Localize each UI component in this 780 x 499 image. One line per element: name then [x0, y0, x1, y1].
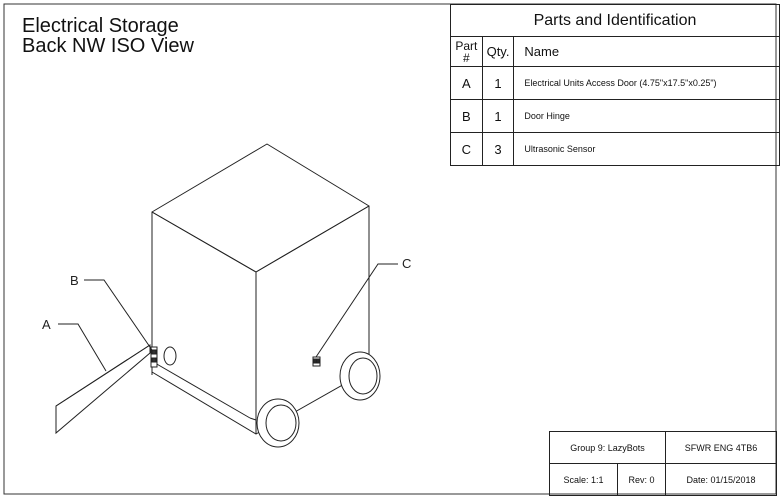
access-opening-edge: [154, 362, 251, 419]
callout-b-leader: [84, 279, 153, 351]
revision-label: Rev: 0: [617, 463, 666, 496]
callout-c: C: [402, 256, 411, 271]
box-left-face: [151, 211, 257, 435]
wheel-tire: [256, 398, 300, 448]
table-row: B 1 Door Hinge: [450, 99, 780, 133]
row-part: A: [450, 66, 483, 100]
table-row: C 3 Ultrasonic Sensor: [450, 132, 780, 166]
wheel-hub: [265, 404, 297, 442]
hinge-knuckle: [151, 349, 157, 355]
hinge-plate: [150, 346, 158, 368]
storage-box: [151, 143, 370, 435]
wheel-hub: [348, 357, 378, 395]
hinge-knuckle: [151, 357, 157, 363]
row-qty: 1: [481, 99, 515, 133]
door-panel: [55, 344, 151, 435]
sensor-element: [313, 358, 317, 364]
header-part: Part #: [450, 36, 483, 67]
front-wheel: [256, 398, 300, 448]
door-edge: [55, 344, 151, 407]
sheet-border: [3, 3, 777, 495]
drawing-title: Electrical Storage Back NW ISO View: [22, 16, 194, 56]
inner-wheel: [163, 346, 177, 366]
access-door: [55, 344, 151, 435]
row-name: Ultrasonic Sensor: [513, 132, 780, 166]
row-name: Electrical Units Access Door (4.75"x17.5…: [513, 66, 780, 100]
header-name: Name: [513, 36, 780, 67]
wheel-tire: [339, 351, 381, 401]
title-line-1: Electrical Storage: [22, 15, 179, 37]
course-code: SFWR ENG 4TB6: [665, 431, 777, 464]
scale-label: Scale: 1:1: [549, 463, 618, 496]
header-qty: Qty.: [481, 36, 515, 67]
door-hinge: [150, 346, 158, 368]
access-opening-edge: [249, 417, 257, 421]
callout-b: B: [70, 273, 79, 288]
title-info-block: Group 9: LazyBots SFWR ENG 4TB6 Scale: 1…: [549, 431, 777, 496]
row-qty: 3: [481, 132, 515, 166]
callout-a: A: [42, 317, 51, 332]
group-name: Group 9: LazyBots: [549, 431, 666, 464]
table-row: A 1 Electrical Units Access Door (4.75"x…: [450, 66, 780, 100]
date-label: Date: 01/15/2018: [665, 463, 777, 496]
callout-c-leader: [315, 263, 398, 358]
sensor-element: [316, 358, 320, 364]
title-line-2: Back NW ISO View: [22, 35, 194, 57]
row-name: Door Hinge: [513, 99, 780, 133]
row-part: C: [450, 132, 483, 166]
callout-a-leader: [58, 323, 107, 372]
row-qty: 1: [481, 66, 515, 100]
row-part: B: [450, 99, 483, 133]
box-top-face: [151, 143, 370, 273]
rear-wheel: [339, 351, 381, 401]
parts-table: Parts and Identification Part # Qty. Nam…: [450, 4, 780, 166]
parts-table-caption: Parts and Identification: [450, 4, 780, 37]
